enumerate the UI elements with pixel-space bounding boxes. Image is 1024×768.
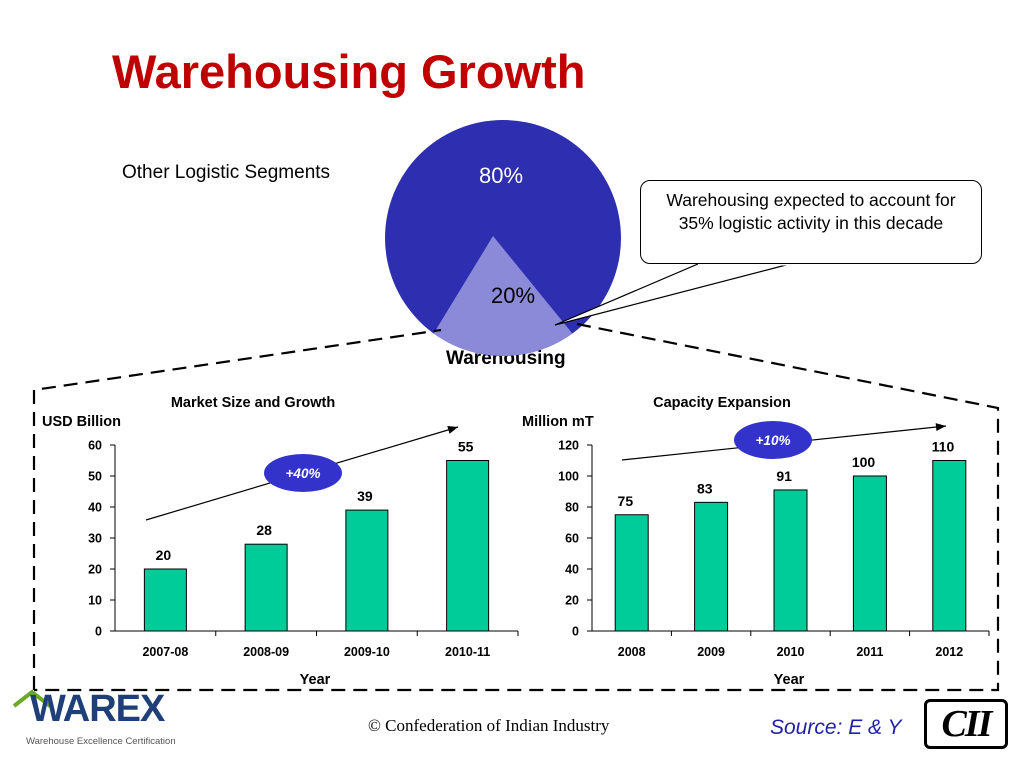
trend-arrow-head [935,423,946,432]
x-tick-label: 2011 [856,645,883,659]
growth-badge [264,454,342,492]
data-label: 75 [618,493,634,509]
bar [694,501,729,632]
x-tick-label: 2009 [697,645,725,659]
roof-icon [12,689,52,708]
data-label: 39 [357,488,373,504]
bar [852,475,887,632]
dashed-frame-right [34,322,1000,692]
y-tick-label: 10 [88,594,102,608]
bar [244,543,288,632]
y-tick-label: 0 [572,625,579,639]
copyright-text: © Confederation of Indian Industry [368,716,610,735]
x-tick-label: 2012 [935,645,963,659]
y-tick-label: 100 [558,470,579,484]
x-tick-label: 2010 [777,645,805,659]
chart-title: Capacity Expansion [653,395,791,411]
data-label: 28 [256,522,272,538]
pie-label-warehousing: Warehousing [446,348,566,369]
bar-chart-1: Market Size and Growth USD Billion Year 0 10… [42,395,519,688]
growth-badge-label: +40% [286,466,321,481]
cii-logo-text: CII [941,703,993,745]
x-tick-label: 2008-09 [243,645,289,659]
bar [614,514,649,632]
bar [446,460,490,632]
bar [932,460,967,632]
y-tick-label: 20 [565,594,579,608]
y-axis-label: USD Billion [42,414,121,430]
bar-chart-2: Capacity Expansion Million mT Year 0 20 40 60 8… [522,395,990,688]
y-tick-label: 60 [565,532,579,546]
y-tick-label: 40 [565,563,579,577]
pie-value-label-other: 80% [479,163,523,188]
source-text: Source: E & Y [770,716,902,739]
data-label: 20 [156,547,172,563]
callout-box: Warehousing expected to account for 35% … [640,180,982,264]
y-axis-label: Million mT [522,414,594,430]
cii-logo: CII [924,699,1008,749]
page-title: Warehousing Growth [112,45,586,98]
pie-value-label-warehousing: 20% [491,283,535,308]
data-label: 55 [458,439,474,455]
y-tick-label: 120 [558,439,579,453]
y-tick-label: 20 [88,563,102,577]
data-label: 83 [697,480,713,496]
data-label: 100 [852,454,876,470]
bar [143,568,187,632]
bar [773,489,808,632]
pie-slice-warehousing [433,236,573,356]
warex-logo-word: WAREX [30,688,165,730]
x-axis-label: Year [774,672,805,688]
data-label: 91 [776,468,792,484]
callout-text: Warehousing expected to account for 35% … [666,190,956,233]
y-tick-label: 80 [565,501,579,515]
y-tick-label: 30 [88,532,102,546]
pie-label-other: Other Logistic Segments [122,162,331,183]
x-tick-label: 2010-11 [445,645,490,659]
bar [345,509,389,632]
x-tick-label: 2009-10 [344,645,390,659]
y-tick-label: 0 [95,625,102,639]
pie-slice-other [385,120,621,356]
chart-title: Market Size and Growth [171,395,335,411]
warex-logo-subtitle: Warehouse Excellence Certification [26,736,176,747]
y-tick-label: 40 [88,501,102,515]
warex-logo: WAREX Warehouse Excellence Certification [8,688,178,752]
y-tick-label: 60 [88,439,102,453]
x-tick-label: 2008 [618,645,646,659]
y-tick-label: 50 [88,470,102,484]
trend-arrow-head [447,426,458,434]
x-axis-label: Year [300,672,331,688]
growth-badge [734,421,812,459]
x-tick-label: 2007-08 [142,645,188,659]
dashed-frame-left [32,328,442,690]
data-label: 110 [932,439,955,455]
growth-badge-label: +10% [756,433,791,448]
